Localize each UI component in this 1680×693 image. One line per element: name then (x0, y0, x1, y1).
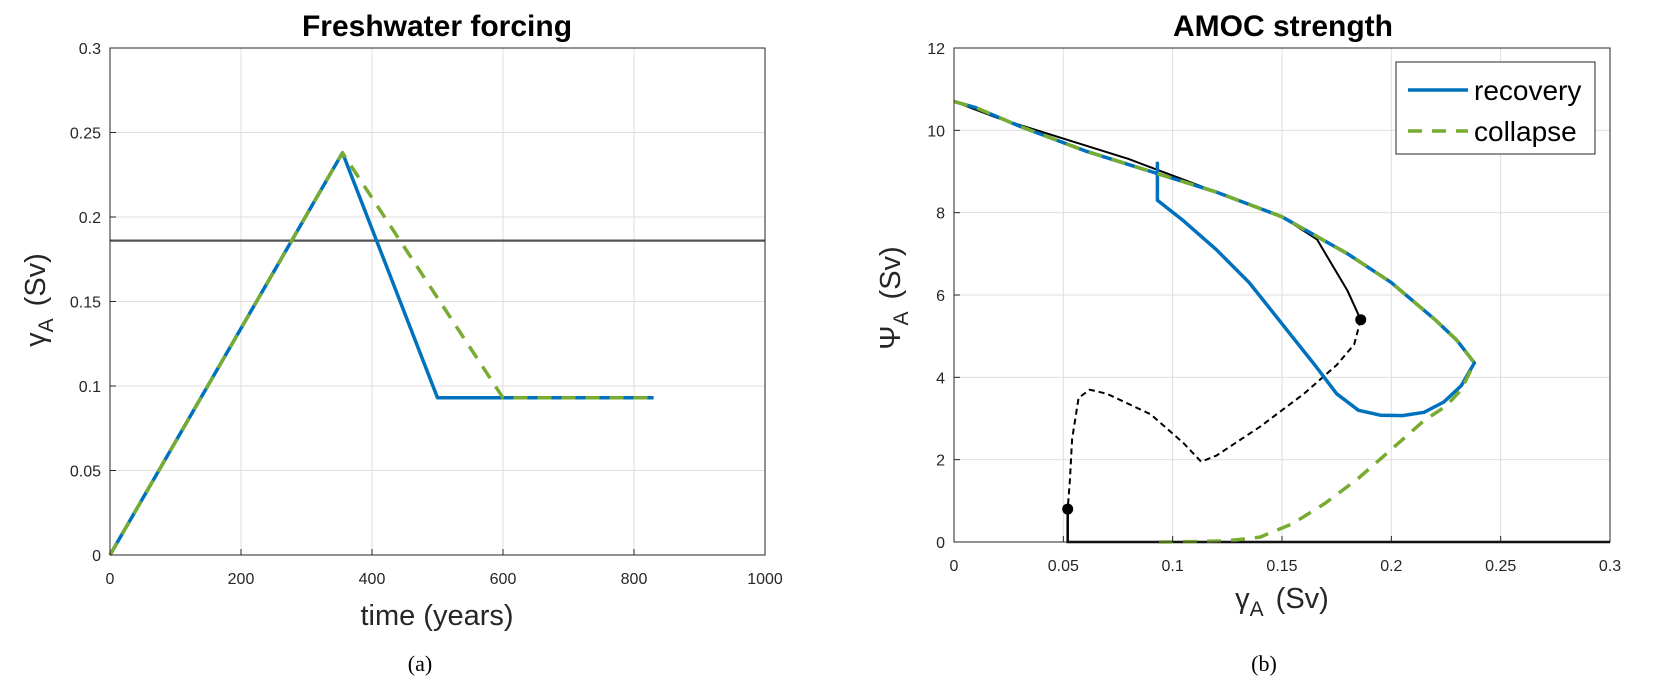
y-tick-label: 12 (927, 41, 945, 58)
stable-branch-lower (1066, 509, 1610, 544)
grid (109, 47, 766, 556)
y-axis-label: ΨA (Sv) (875, 246, 913, 349)
x-tick-label: 1000 (747, 571, 783, 588)
y-tick-label: 0.05 (70, 464, 101, 481)
chart-title: AMOC strength (1173, 10, 1393, 43)
x-axis-label: γA (Sv) (1235, 583, 1329, 621)
y-axis-label-unit: (Sv) (20, 253, 52, 306)
x-tick-label: 0.2 (1380, 558, 1402, 575)
y-tick-labels: 0 0.05 0.1 0.15 0.2 0.25 0.3 (70, 41, 116, 565)
svg-text:ΨA(Sv): ΨA (Sv) (875, 246, 913, 349)
series-line-collapse (108, 151, 654, 556)
y-axis-label-subscript: A (890, 311, 913, 325)
x-tick-label: 0.3 (1599, 558, 1621, 575)
y-axis-label-symbol: γ (20, 332, 52, 347)
y-tick-label: 6 (936, 288, 945, 305)
panel-caption-a: (a) (408, 651, 432, 676)
x-tick-label: 800 (621, 571, 648, 588)
y-tick-label: 0.25 (70, 126, 101, 143)
y-tick-label: 4 (936, 370, 945, 387)
bifurcation-point (1062, 503, 1074, 515)
x-tick-label: 200 (228, 571, 255, 588)
y-tick-label: 0.1 (79, 379, 101, 396)
x-tick-labels: 0 0.05 0.1 0.15 0.2 0.25 0.3 (950, 536, 1621, 575)
y-axis-label-symbol: Ψ (875, 325, 907, 349)
x-tick-label: 0.15 (1266, 558, 1297, 575)
series-group (108, 151, 654, 556)
x-tick-label: 0 (106, 571, 115, 588)
svg-text:γA(Sv): γA (Sv) (20, 253, 58, 347)
panel-caption-b: (b) (1251, 651, 1277, 676)
series-line-collapse (953, 99, 1477, 544)
x-tick-labels: 0 200 400 600 800 1000 (106, 549, 783, 588)
y-tick-label: 0.3 (79, 41, 101, 58)
panel-b-amoc-strength: AMOC strength 0 0.05 0.1 0.15 0.2 0.25 0.3 0 2 4… (875, 10, 1621, 676)
x-axis-label-subscript: A (1250, 598, 1264, 621)
chart-title: Freshwater forcing (302, 10, 572, 43)
x-tick-label: 0 (950, 558, 959, 575)
y-tick-label: 0 (92, 548, 101, 565)
legend-label-recovery: recovery (1474, 75, 1581, 106)
y-tick-label: 0.15 (70, 295, 101, 312)
y-axis-label-unit: (Sv) (875, 246, 907, 299)
stable-branch-upper (953, 100, 1362, 321)
panel-a-freshwater-forcing: Freshwater forcing 0 200 400 600 800 1000 0 0.… (20, 10, 783, 676)
y-tick-label: 10 (927, 123, 945, 140)
y-axis-label: γA (Sv) (20, 253, 58, 347)
legend: recovery collapse (1395, 61, 1596, 155)
y-tick-label: 8 (936, 206, 945, 223)
y-tick-label: 0.2 (79, 210, 101, 227)
x-axis-label-unit: (Sv) (1276, 583, 1329, 615)
y-axis-label-subscript: A (35, 318, 58, 332)
legend-box (1395, 61, 1596, 155)
legend-label-collapse: collapse (1474, 116, 1577, 147)
unstable-branch (1066, 319, 1362, 510)
x-axis-label-symbol: γ (1235, 583, 1250, 615)
y-tick-labels: 0 2 4 6 8 10 12 (927, 41, 960, 552)
bifurcation-point (1355, 314, 1367, 326)
x-tick-label: 0.25 (1485, 558, 1516, 575)
series-line-recovery (953, 99, 1477, 418)
x-tick-label: 600 (490, 571, 517, 588)
bifurcation-points (1062, 314, 1367, 515)
series-group (953, 99, 1477, 544)
x-tick-label: 0.1 (1162, 558, 1184, 575)
y-tick-label: 2 (936, 453, 945, 470)
x-axis-label: time (years) (360, 600, 513, 632)
y-tick-label: 0 (936, 535, 945, 552)
x-tick-label: 400 (359, 571, 386, 588)
x-tick-label: 0.05 (1048, 558, 1079, 575)
